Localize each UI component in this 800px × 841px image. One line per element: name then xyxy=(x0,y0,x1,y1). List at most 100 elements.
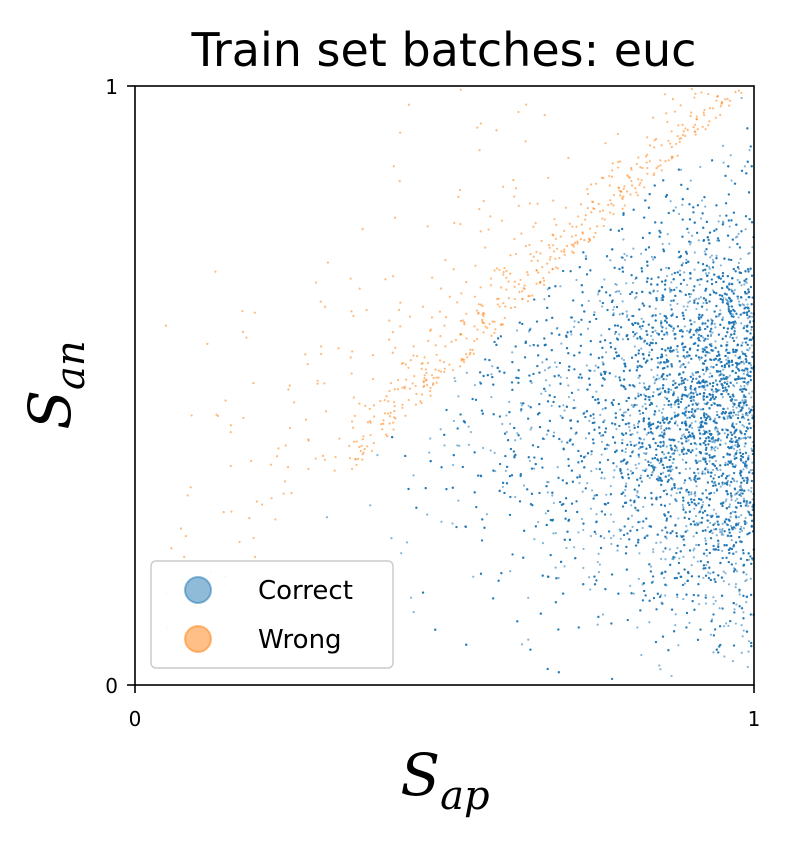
point-correct xyxy=(615,465,618,468)
point-correct xyxy=(686,305,689,308)
point-correct xyxy=(693,251,696,254)
point-correct xyxy=(681,262,685,265)
point-correct xyxy=(601,613,605,616)
point-correct xyxy=(716,468,719,472)
point-correct xyxy=(592,417,595,420)
point-correct xyxy=(688,467,692,470)
point-correct xyxy=(747,435,750,439)
point-correct xyxy=(734,444,737,447)
point-correct xyxy=(650,368,653,371)
point-correct xyxy=(620,357,624,360)
point-correct xyxy=(631,433,634,436)
point-correct xyxy=(582,566,585,570)
point-correct xyxy=(738,590,741,593)
point-correct xyxy=(508,400,511,404)
point-correct xyxy=(716,427,719,430)
point-correct xyxy=(750,312,753,315)
point-correct xyxy=(548,384,551,387)
point-correct xyxy=(584,437,588,440)
point-correct xyxy=(705,308,708,311)
point-correct xyxy=(612,476,615,479)
point-correct xyxy=(746,317,749,320)
point-correct xyxy=(736,297,740,300)
point-correct xyxy=(587,299,590,303)
point-correct xyxy=(694,391,698,394)
point-correct xyxy=(677,212,681,215)
point-correct xyxy=(622,411,625,414)
point-correct xyxy=(556,326,559,330)
point-correct xyxy=(704,602,708,605)
point-correct xyxy=(682,597,685,601)
point-correct xyxy=(665,354,668,357)
point-correct xyxy=(618,333,621,336)
point-correct xyxy=(745,413,748,417)
point-correct xyxy=(590,469,593,473)
point-correct xyxy=(677,644,680,647)
point-correct xyxy=(704,472,707,475)
point-correct xyxy=(670,273,674,276)
point-correct xyxy=(575,278,578,282)
point-correct xyxy=(644,452,647,456)
point-correct xyxy=(748,149,751,152)
point-correct xyxy=(678,557,681,560)
point-correct xyxy=(688,621,691,624)
point-correct xyxy=(734,562,738,565)
point-correct xyxy=(662,576,666,580)
point-correct xyxy=(744,516,747,520)
point-correct xyxy=(655,405,658,408)
point-correct xyxy=(743,324,746,328)
point-correct xyxy=(720,529,724,532)
point-correct xyxy=(520,401,523,405)
point-correct xyxy=(648,351,651,354)
point-correct xyxy=(522,484,526,487)
point-correct xyxy=(745,399,748,402)
point-correct xyxy=(742,629,745,632)
point-correct xyxy=(537,520,540,524)
point-correct xyxy=(741,424,744,427)
point-correct xyxy=(640,653,643,657)
point-correct xyxy=(735,550,738,553)
point-correct xyxy=(722,570,725,573)
point-correct xyxy=(695,485,698,488)
point-correct xyxy=(698,333,701,336)
point-correct xyxy=(555,365,558,369)
point-correct xyxy=(702,429,706,432)
point-correct xyxy=(711,258,715,261)
point-correct xyxy=(681,503,684,506)
point-correct xyxy=(645,433,648,436)
point-correct xyxy=(737,515,741,519)
point-correct xyxy=(714,326,717,329)
point-correct xyxy=(675,348,678,351)
point-correct xyxy=(671,557,674,560)
point-correct xyxy=(727,376,730,379)
point-correct xyxy=(609,513,612,516)
point-correct xyxy=(641,469,645,472)
point-correct xyxy=(693,507,696,510)
point-correct xyxy=(692,374,695,377)
point-correct xyxy=(714,459,717,463)
point-correct xyxy=(712,651,715,654)
point-correct xyxy=(742,497,745,500)
point-correct xyxy=(695,454,698,457)
point-correct xyxy=(730,498,733,502)
point-correct xyxy=(642,505,645,508)
point-correct xyxy=(699,165,702,169)
point-correct xyxy=(743,445,746,448)
point-correct xyxy=(515,329,519,332)
point-correct xyxy=(457,395,460,398)
point-correct xyxy=(706,526,709,529)
point-correct xyxy=(742,372,745,375)
point-correct xyxy=(624,447,628,451)
point-correct xyxy=(621,338,625,341)
point-correct xyxy=(722,296,725,299)
point-correct xyxy=(706,337,710,341)
point-correct xyxy=(676,449,679,452)
point-correct xyxy=(709,572,712,575)
point-correct xyxy=(745,348,749,351)
point-correct xyxy=(713,473,717,477)
point-correct xyxy=(672,329,675,332)
point-correct xyxy=(699,459,702,463)
point-correct xyxy=(661,417,664,420)
point-correct xyxy=(713,491,716,494)
